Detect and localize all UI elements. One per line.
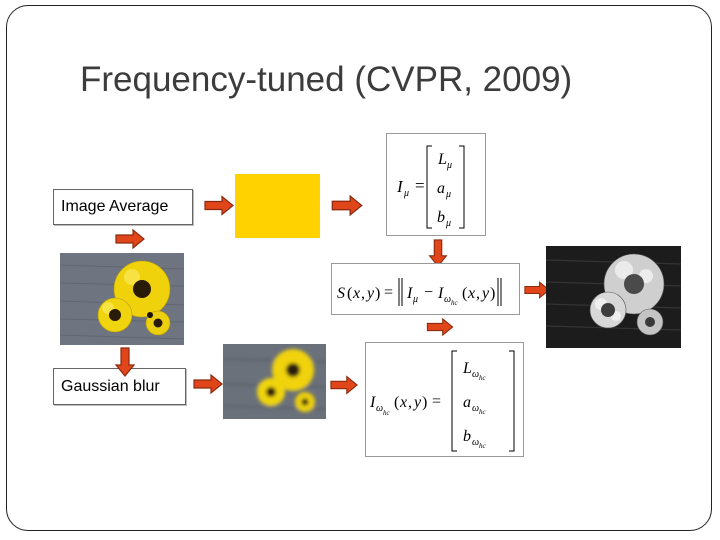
svg-text:=: = xyxy=(415,176,425,195)
svg-text:μ: μ xyxy=(403,188,409,199)
svg-text:I: I xyxy=(406,285,413,302)
svg-text:hc: hc xyxy=(479,408,487,416)
svg-text:μ: μ xyxy=(446,160,452,171)
svg-text:ω: ω xyxy=(472,403,479,414)
svg-text:hc: hc xyxy=(383,409,391,417)
svg-text:L: L xyxy=(462,360,472,377)
svg-text:I: I xyxy=(437,285,444,302)
svg-text:x: x xyxy=(352,285,360,302)
svg-text:,: , xyxy=(408,394,412,411)
svg-text:b: b xyxy=(463,428,471,445)
arrow-right-icon xyxy=(426,318,454,336)
svg-text:ω: ω xyxy=(472,437,479,448)
svg-text:(: ( xyxy=(394,394,399,411)
arrow-right-icon xyxy=(330,374,358,396)
blurred-vector-formula-box: I ω hc ( x , y ) = L ω hc a ω hc b ω hc xyxy=(365,342,524,457)
svg-text:): ) xyxy=(490,285,495,302)
image-average-label-text: Image Average xyxy=(61,198,169,215)
svg-text:L: L xyxy=(437,151,447,168)
svg-text:hc: hc xyxy=(451,299,459,307)
svg-text:a: a xyxy=(437,180,445,197)
arrow-down-icon xyxy=(114,347,136,377)
svg-text:=: = xyxy=(384,284,393,301)
arrow-right-icon xyxy=(204,195,234,216)
svg-text:ω: ω xyxy=(472,369,479,380)
blurred-sunflower-photo xyxy=(223,344,326,419)
svg-text:y: y xyxy=(480,285,490,302)
svg-text:S: S xyxy=(337,285,345,302)
saliency-formula-box: S ( x , y ) = I μ − I ω hc ( x , y ) xyxy=(331,263,520,315)
svg-text:(: ( xyxy=(462,285,467,302)
svg-text:,: , xyxy=(476,285,480,302)
slide-title: Frequency-tuned (CVPR, 2009) xyxy=(80,60,573,99)
average-color-swatch xyxy=(235,174,320,238)
svg-text:a: a xyxy=(463,394,471,411)
svg-text:hc: hc xyxy=(479,374,487,382)
sunflower-photo xyxy=(60,253,184,345)
svg-text:x: x xyxy=(467,285,475,302)
svg-text:−: − xyxy=(424,284,433,301)
svg-text:,: , xyxy=(361,285,365,302)
arrow-right-icon xyxy=(193,373,223,395)
svg-text:μ: μ xyxy=(412,294,418,305)
mean-vector-formula: I μ = L μ a μ b μ xyxy=(396,145,465,229)
gaussian-blur-label-text: Gaussian blur xyxy=(61,377,160,395)
svg-text:I: I xyxy=(396,177,404,196)
svg-text:ω: ω xyxy=(444,294,451,305)
svg-text:=: = xyxy=(432,393,441,410)
arrow-right-icon xyxy=(330,195,364,216)
slide-frame xyxy=(6,5,712,531)
svg-text:(: ( xyxy=(347,285,352,302)
saliency-map-image xyxy=(546,246,681,348)
svg-text:y: y xyxy=(365,285,375,302)
image-average-label: Image Average xyxy=(53,189,193,225)
arrow-right-icon xyxy=(115,229,145,249)
svg-text:): ) xyxy=(375,285,380,302)
saliency-formula: S ( x , y ) = I μ − I ω hc ( x , y ) xyxy=(337,278,502,307)
mean-vector-formula-box: I μ = L μ a μ b μ xyxy=(386,133,486,236)
svg-text:x: x xyxy=(399,394,407,411)
svg-text:μ: μ xyxy=(445,218,451,229)
svg-text:μ: μ xyxy=(445,189,451,200)
svg-text:b: b xyxy=(437,209,445,226)
blurred-vector-formula: I ω hc ( x , y ) = L ω hc a ω hc b ω hc xyxy=(369,350,515,452)
svg-text:I: I xyxy=(369,394,376,411)
svg-text:hc: hc xyxy=(479,442,487,450)
svg-text:ω: ω xyxy=(376,403,383,414)
svg-text:y: y xyxy=(412,394,422,411)
svg-text:): ) xyxy=(422,394,427,411)
